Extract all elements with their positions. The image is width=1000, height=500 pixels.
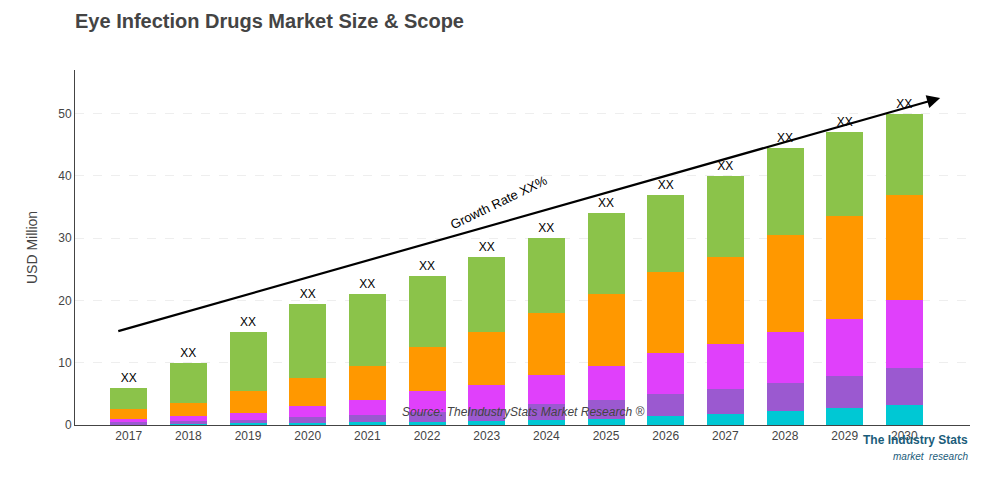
svg-text:XX: XX [837, 115, 853, 129]
svg-text:2020: 2020 [294, 429, 321, 443]
svg-text:2029: 2029 [831, 429, 858, 443]
svg-text:50: 50 [58, 107, 72, 121]
svg-text:XX: XX [240, 315, 256, 329]
svg-text:Growth Rate XX%: Growth Rate XX% [448, 172, 550, 232]
svg-text:2018: 2018 [175, 429, 202, 443]
svg-text:XX: XX [658, 178, 674, 192]
svg-text:10: 10 [58, 356, 72, 370]
svg-text:XX: XX [300, 287, 316, 301]
svg-text:XX: XX [121, 371, 137, 385]
svg-text:XX: XX [598, 196, 614, 210]
svg-text:Eye Infection Drugs Market Siz: Eye Infection Drugs Market Size & Scope [75, 10, 464, 32]
svg-text:20: 20 [58, 294, 72, 308]
svg-text:XX: XX [180, 346, 196, 360]
svg-text:0: 0 [65, 418, 72, 432]
svg-text:2024: 2024 [533, 429, 560, 443]
svg-text:2022: 2022 [414, 429, 441, 443]
svg-text:USD Million: USD Million [24, 211, 40, 284]
svg-text:2026: 2026 [652, 429, 679, 443]
svg-text:2023: 2023 [473, 429, 500, 443]
svg-text:2027: 2027 [712, 429, 739, 443]
svg-text:Source: TheIndustryStats Marke: Source: TheIndustryStats Market Research… [402, 405, 644, 419]
svg-text:XX: XX [359, 277, 375, 291]
svg-text:40: 40 [58, 169, 72, 183]
svg-text:2025: 2025 [593, 429, 620, 443]
svg-text:XX: XX [896, 97, 912, 111]
svg-text:2021: 2021 [354, 429, 381, 443]
svg-text:The Industry Stats: The Industry Stats [863, 433, 968, 447]
svg-text:2017: 2017 [115, 429, 142, 443]
svg-text:30: 30 [58, 231, 72, 245]
svg-text:2019: 2019 [235, 429, 262, 443]
svg-text:XX: XX [419, 259, 435, 273]
svg-text:XX: XX [777, 131, 793, 145]
svg-text:XX: XX [538, 221, 554, 235]
svg-text:2030: 2030 [891, 429, 918, 443]
svg-text:2028: 2028 [772, 429, 799, 443]
svg-text:XX: XX [479, 240, 495, 254]
svg-text:XX: XX [717, 159, 733, 173]
svg-text:market research: market research [893, 451, 968, 462]
